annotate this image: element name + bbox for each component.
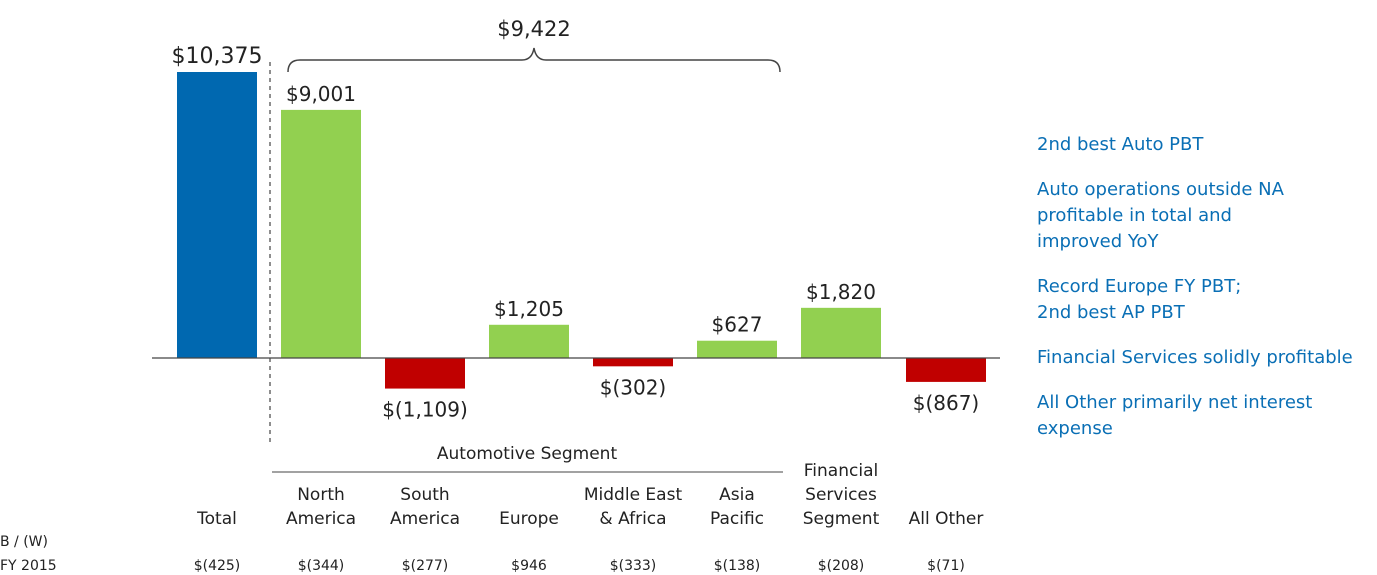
bar — [801, 307, 881, 358]
value-label: $627 — [712, 313, 763, 337]
bracket-label: $9,422 — [497, 17, 570, 41]
bar — [697, 340, 777, 358]
bar — [177, 72, 257, 358]
value-label: $1,205 — [494, 297, 564, 321]
comparison-row-label: FY 2015 — [0, 558, 57, 574]
value-label: $(1,109) — [382, 398, 468, 422]
value-label: $10,375 — [172, 44, 263, 69]
x-tick-label: Middle East & Africa — [584, 485, 683, 529]
value-label: $(867) — [913, 391, 980, 415]
x-tick-label: Europe — [499, 509, 559, 529]
x-tick-label: North America — [286, 485, 356, 529]
comparison-value: $(333) — [610, 558, 657, 574]
comparison-value: $(425) — [194, 558, 241, 574]
comparison-value: $(344) — [298, 558, 345, 574]
note: All Other primarily net interest expense — [1037, 392, 1312, 439]
note: 2nd best Auto PBT — [1037, 134, 1204, 155]
bar — [489, 324, 569, 358]
bar — [281, 109, 361, 359]
comparison-value: $(138) — [714, 558, 761, 574]
note: Record Europe FY PBT; 2nd best AP PBT — [1037, 276, 1241, 323]
value-label: $1,820 — [806, 280, 876, 304]
bar — [906, 358, 986, 382]
x-tick-label: South America — [390, 485, 460, 529]
segment-label: Automotive Segment — [437, 444, 618, 464]
comparison-value: $(208) — [818, 558, 865, 574]
comparison-value: $(71) — [927, 558, 965, 574]
x-tick-label: All Other — [909, 509, 984, 529]
note: Financial Services solidly profitable — [1037, 347, 1353, 368]
bar — [385, 358, 465, 389]
x-tick-label: Asia Pacific — [710, 485, 764, 529]
comparison-value: $(277) — [402, 558, 449, 574]
x-tick-label: Financial Services Segment — [803, 461, 880, 529]
bar — [593, 358, 673, 367]
value-label: $(302) — [600, 375, 667, 399]
value-label: $9,001 — [286, 82, 356, 106]
comparison-value: $946 — [511, 558, 547, 574]
note: Auto operations outside NA profitable in … — [1037, 179, 1285, 252]
x-tick-label: Total — [196, 509, 237, 529]
comparison-header: B / (W) — [0, 534, 48, 550]
bracket — [287, 47, 781, 73]
